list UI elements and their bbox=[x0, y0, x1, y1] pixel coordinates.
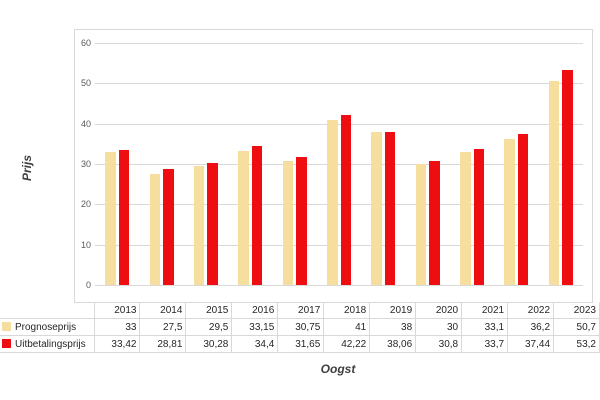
series-label: Prognoseprijs bbox=[15, 321, 77, 333]
bar-prognoseprijs-2018 bbox=[327, 119, 338, 285]
year-header-cell-2019: 2019 bbox=[369, 302, 417, 319]
bar-uitbetalingsprijs-2013 bbox=[118, 150, 130, 285]
series-label-cell-prognoseprijs: Prognoseprijs bbox=[0, 318, 95, 336]
table-corner-cell bbox=[0, 302, 95, 319]
bar-uitbetalingsprijs-2019 bbox=[384, 131, 396, 285]
bar-prognoseprijs-2021 bbox=[460, 151, 471, 285]
bar-prognoseprijs-2017 bbox=[282, 160, 294, 285]
value-cell-uitbetalingsprijs-2015: 30,28 bbox=[185, 335, 233, 353]
year-header-cell-2017: 2017 bbox=[277, 302, 325, 319]
bar-uitbetalingsprijs-2016 bbox=[251, 146, 263, 285]
bar-uitbetalingsprijs-2022 bbox=[517, 134, 529, 285]
value-cell-uitbetalingsprijs-2017: 31,65 bbox=[277, 335, 325, 353]
value-cell-uitbetalingsprijs-2014: 28,81 bbox=[139, 335, 187, 353]
series-label: Uitbetalingsprijs bbox=[15, 338, 86, 350]
bar-uitbetalingsprijs-2023 bbox=[562, 70, 573, 285]
chart-data-table: 2013 2014 2015 2016 2017 2018 2019 2020 2021 2022… bbox=[0, 302, 600, 353]
value-cell-prognoseprijs-2018: 41 bbox=[323, 318, 371, 336]
gridline-y-60 bbox=[95, 43, 583, 44]
bar-uitbetalingsprijs-2020 bbox=[429, 160, 440, 285]
gridline-y-50 bbox=[95, 83, 583, 85]
series-label-cell-uitbetalingsprijs: Uitbetalingsprijs bbox=[0, 335, 95, 353]
y-tick-label-0: 0 bbox=[85, 280, 91, 290]
value-cell-uitbetalingsprijs-2019: 38,06 bbox=[369, 335, 417, 353]
y-axis-title: Prijs bbox=[20, 154, 34, 182]
gridline-y-10 bbox=[95, 244, 583, 246]
year-header-cell-2020: 2020 bbox=[415, 302, 463, 319]
value-cell-uitbetalingsprijs-2013: 33,42 bbox=[93, 335, 141, 353]
year-header-cell-2015: 2015 bbox=[185, 302, 233, 319]
value-cell-prognoseprijs-2023: 50,7 bbox=[553, 318, 600, 336]
value-cell-prognoseprijs-2014: 27,5 bbox=[139, 318, 187, 336]
bar-prognoseprijs-2015 bbox=[193, 166, 205, 285]
value-cell-uitbetalingsprijs-2021: 33,7 bbox=[461, 335, 509, 353]
bar-prognoseprijs-2022 bbox=[504, 139, 515, 285]
bar-prognoseprijs-2019 bbox=[371, 131, 382, 285]
bar-prognoseprijs-2013 bbox=[105, 151, 116, 285]
value-cell-prognoseprijs-2017: 30,75 bbox=[277, 318, 325, 336]
value-cell-prognoseprijs-2020: 30 bbox=[415, 318, 463, 336]
year-header-cell-2022: 2022 bbox=[507, 302, 555, 319]
x-axis-title: Oogst bbox=[320, 362, 356, 376]
plot-area bbox=[95, 43, 583, 286]
chart-area: 0 10 20 30 40 50 60 bbox=[74, 29, 593, 303]
bar-prognoseprijs-2014 bbox=[149, 174, 161, 285]
y-tick-label-40: 40 bbox=[80, 118, 91, 129]
value-cell-prognoseprijs-2019: 38 bbox=[369, 318, 417, 336]
value-cell-prognoseprijs-2015: 29,5 bbox=[185, 318, 233, 336]
legend-swatch-prognoseprijs bbox=[2, 321, 11, 331]
value-cell-uitbetalingsprijs-2023: 53,2 bbox=[553, 335, 600, 353]
value-cell-uitbetalingsprijs-2016: 34,4 bbox=[231, 335, 279, 353]
y-tick-label-50: 50 bbox=[80, 78, 91, 89]
bar-uitbetalingsprijs-2014 bbox=[163, 168, 174, 285]
year-header-cell-2013: 2013 bbox=[93, 302, 141, 319]
value-cell-uitbetalingsprijs-2022: 37,44 bbox=[507, 335, 555, 353]
y-tick-label-10: 10 bbox=[80, 239, 91, 250]
year-header-cell-2014: 2014 bbox=[139, 302, 187, 319]
bar-uitbetalingsprijs-2017 bbox=[296, 157, 307, 285]
gridline-y-40 bbox=[95, 123, 583, 125]
y-tick-label-30: 30 bbox=[80, 159, 91, 169]
table-row-prognoseprijs: Prognoseprijs 33 27,5 29,5 33,15 30,75 41 38 30 3… bbox=[0, 318, 600, 336]
bar-uitbetalingsprijs-2015 bbox=[207, 162, 218, 285]
gridline-y-30 bbox=[95, 164, 583, 165]
bar-uitbetalingsprijs-2018 bbox=[340, 114, 351, 285]
y-tick-label-20: 20 bbox=[80, 199, 91, 210]
year-header-cell-2016: 2016 bbox=[231, 302, 279, 319]
gridline-y-20 bbox=[95, 204, 583, 206]
bar-prognoseprijs-2016 bbox=[238, 151, 249, 285]
table-row-uitbetalingsprijs: Uitbetalingsprijs 33,42 28,81 30,28 34,4 31,6… bbox=[0, 335, 600, 353]
value-cell-uitbetalingsprijs-2018: 42,22 bbox=[323, 335, 371, 353]
value-cell-prognoseprijs-2013: 33 bbox=[93, 318, 141, 336]
legend-swatch-uitbetalingsprijs bbox=[2, 338, 11, 348]
year-header-cell-2023: 2023 bbox=[553, 302, 600, 319]
value-cell-prognoseprijs-2022: 36,2 bbox=[507, 318, 555, 336]
bar-uitbetalingsprijs-2021 bbox=[473, 149, 485, 285]
table-header-row: 2013 2014 2015 2016 2017 2018 2019 2020 2021 2022… bbox=[0, 302, 600, 319]
value-cell-prognoseprijs-2016: 33,15 bbox=[231, 318, 279, 336]
value-cell-prognoseprijs-2021: 33,1 bbox=[461, 318, 509, 336]
y-tick-label-60: 60 bbox=[80, 38, 91, 48]
year-header-cell-2018: 2018 bbox=[323, 302, 371, 319]
year-header-cell-2021: 2021 bbox=[461, 302, 509, 319]
value-cell-uitbetalingsprijs-2020: 30,8 bbox=[415, 335, 463, 353]
bar-prognoseprijs-2023 bbox=[548, 80, 560, 285]
bar-prognoseprijs-2020 bbox=[415, 164, 427, 285]
